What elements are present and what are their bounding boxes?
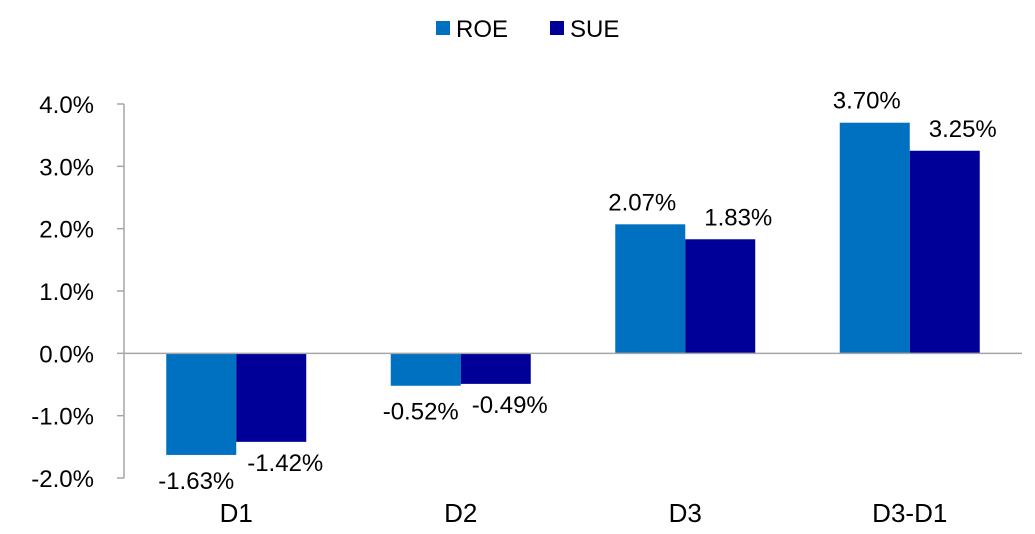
x-category-label: D3-D1 bbox=[872, 498, 947, 528]
x-category-label: D2 bbox=[444, 498, 477, 528]
y-tick-label: 2.0% bbox=[39, 217, 94, 244]
legend: ROE SUE bbox=[436, 16, 619, 43]
y-tick-label: 0.0% bbox=[39, 341, 94, 368]
y-tick-label: 3.0% bbox=[39, 154, 94, 181]
y-tick-label: 4.0% bbox=[39, 92, 94, 119]
y-axis: 4.0% 3.0% 2.0% 1.0% 0.0% -1.0% -2.0% bbox=[31, 92, 125, 493]
x-category-label: D1 bbox=[220, 498, 253, 528]
bar-roe-d2 bbox=[390, 353, 461, 386]
bar-sue-d3-d1 bbox=[909, 150, 980, 354]
data-label: -1.63% bbox=[158, 468, 234, 495]
data-labels: -1.63% -1.42% -0.52% -0.49% 2.07% 1.83% 3.70% 3… bbox=[158, 88, 997, 495]
legend-swatch-sue bbox=[550, 21, 564, 35]
data-label: 3.70% bbox=[833, 88, 901, 115]
y-tick-label: 1.0% bbox=[39, 279, 94, 306]
y-tick-label: -2.0% bbox=[31, 466, 94, 493]
legend-label-roe: ROE bbox=[456, 16, 508, 43]
legend-label-sue: SUE bbox=[570, 16, 619, 43]
data-label: 1.83% bbox=[704, 204, 772, 231]
bars bbox=[166, 122, 980, 455]
bar-roe-d3-d1 bbox=[839, 122, 910, 354]
bar-sue-d1 bbox=[236, 353, 307, 442]
bar-roe-d1 bbox=[166, 353, 237, 455]
data-label: -1.42% bbox=[247, 450, 323, 477]
bar-sue-d2 bbox=[460, 353, 531, 384]
data-label: -0.49% bbox=[472, 392, 548, 419]
data-label: -0.52% bbox=[383, 399, 459, 426]
y-tick-label: -1.0% bbox=[31, 404, 94, 431]
legend-swatch-roe bbox=[436, 21, 450, 35]
data-label: 3.25% bbox=[929, 116, 997, 143]
bar-sue-d3 bbox=[685, 239, 756, 354]
x-axis: D1 D2 D3 D3-D1 bbox=[124, 352, 1022, 528]
bar-roe-d3 bbox=[615, 224, 686, 354]
x-category-label: D3 bbox=[669, 498, 702, 528]
data-label: 2.07% bbox=[608, 189, 676, 216]
